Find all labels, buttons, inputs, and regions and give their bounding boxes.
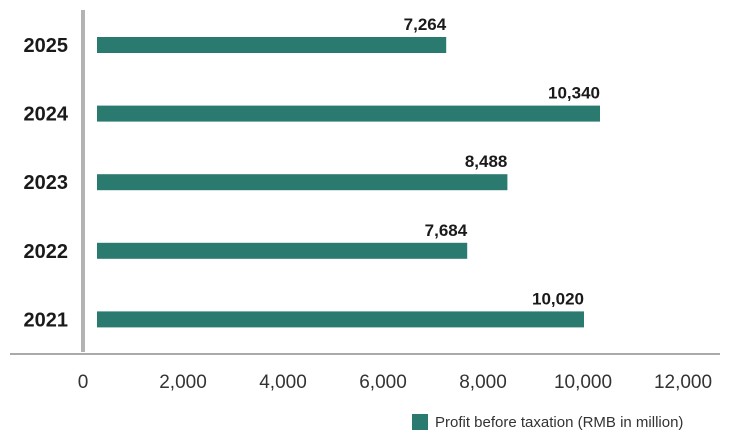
legend: Profit before taxation (RMB in million): [412, 414, 683, 431]
bar-2022: [97, 242, 468, 259]
bars-group: [97, 37, 600, 328]
legend-label: Profit before taxation (RMB in million): [435, 414, 683, 431]
legend-swatch: [412, 414, 428, 430]
x-tick-label-10000: 10,000: [554, 372, 612, 393]
category-label-2025: 2025: [24, 35, 69, 57]
x-tick-label-12000: 12,000: [654, 372, 712, 393]
value-labels: 7,264 10,340 8,488 7,684 10,020: [404, 15, 600, 308]
x-tick-label-8000: 8,000: [459, 372, 507, 393]
bar-2023: [97, 174, 508, 191]
category-label-2023: 2023: [24, 172, 69, 194]
category-label-2022: 2022: [24, 241, 69, 263]
x-tick-label-4000: 4,000: [259, 372, 307, 393]
category-label-2024: 2024: [24, 104, 69, 126]
x-tick-label-0: 0: [78, 372, 89, 393]
bar-2024: [97, 105, 600, 122]
bar-2025: [97, 37, 447, 53]
x-tick-labels: 0 2,000 4,000 6,000 8,000 10,000 12,000: [78, 372, 712, 393]
category-label-2021: 2021: [24, 309, 69, 331]
value-label-2023: 8,488: [465, 152, 508, 171]
value-label-2025: 7,264: [404, 15, 447, 34]
category-labels: 2025 2024 2023 2022 2021: [24, 35, 69, 331]
value-label-2021: 10,020: [532, 289, 584, 308]
bar-2021: [97, 311, 584, 328]
value-label-2022: 7,684: [425, 221, 468, 240]
x-tick-label-6000: 6,000: [359, 372, 407, 393]
value-label-2024: 10,340: [548, 84, 600, 103]
x-tick-label-2000: 2,000: [159, 372, 207, 393]
